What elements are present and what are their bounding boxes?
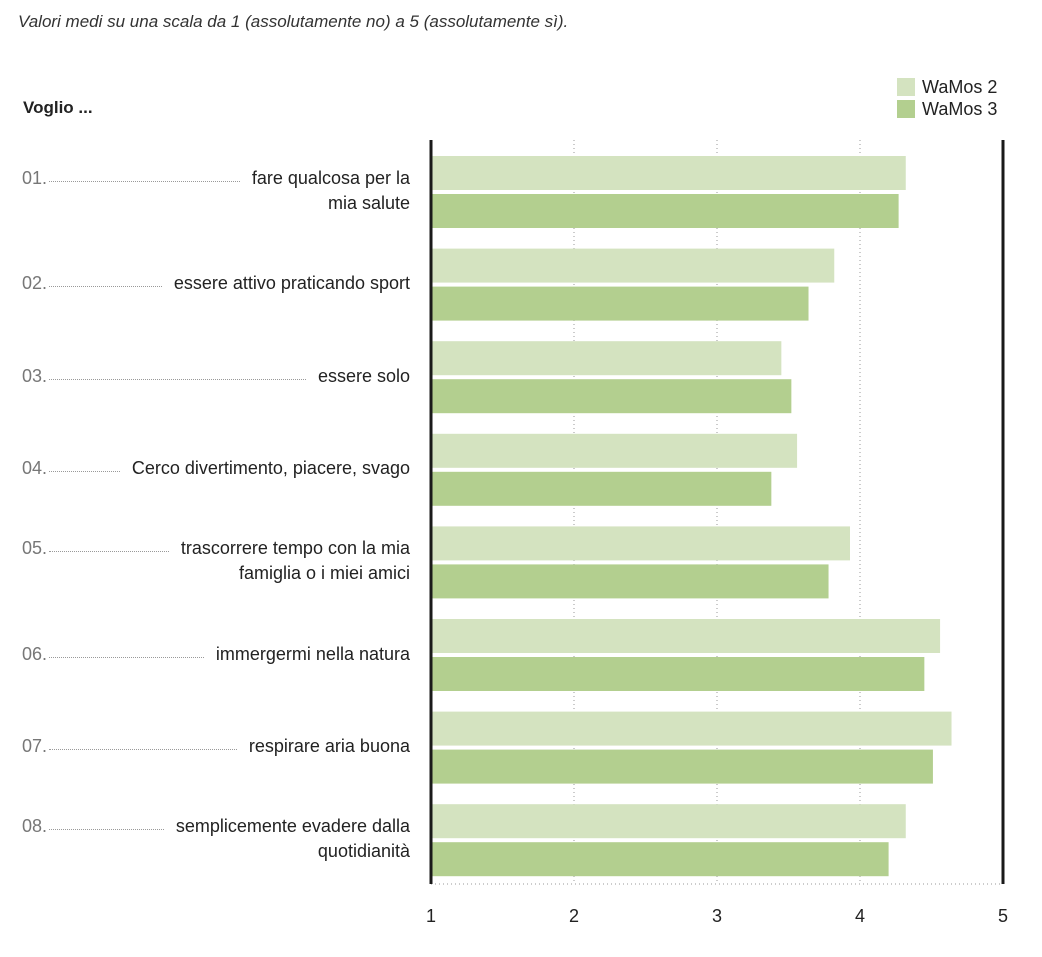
- category-number: 08.: [22, 816, 48, 837]
- category-number: 07.: [22, 736, 48, 757]
- legend-swatch: [897, 78, 915, 96]
- bar-wamos2-3: [431, 341, 782, 376]
- bar-wamos3-2: [431, 286, 809, 321]
- category-label: fare qualcosa per la mia salute: [251, 168, 410, 213]
- bar-wamos2-5: [431, 526, 850, 561]
- x-tick-label: 3: [712, 906, 722, 926]
- bar-wamos3-1: [431, 194, 899, 228]
- bar-wamos3-3: [431, 379, 792, 414]
- legend-label: WaMos 2: [922, 76, 998, 97]
- chart-subtitle: Valori medi su una scala da 1 (assolutam…: [18, 12, 569, 31]
- legend-label: WaMos 3: [922, 98, 998, 119]
- chart-title: Voglio ...: [23, 98, 93, 117]
- category-number: 01.: [22, 168, 48, 188]
- category-number: 06.: [22, 643, 48, 664]
- category-label: semplicemente evadere dalla quotidianità: [175, 816, 410, 862]
- category-label: immergermi nella natura: [215, 643, 410, 664]
- bar-wamos2-4: [431, 433, 798, 468]
- legend-item-wamos3: WaMos 3: [897, 98, 997, 120]
- category-number: 02.: [22, 273, 48, 294]
- category-label-row: 07. respirare aria buona: [22, 734, 410, 759]
- category-number: 04.: [22, 458, 48, 479]
- dotted-leader: [49, 642, 204, 658]
- bar-wamos3-4: [431, 471, 772, 506]
- dotted-leader: [49, 166, 240, 182]
- category-number: 03.: [22, 365, 48, 386]
- x-tick-label: 1: [426, 906, 436, 926]
- category-label: Cerco divertimento, piacere, svago: [131, 458, 410, 479]
- bar-wamos2-2: [431, 248, 835, 283]
- category-label: trascorrere tempo con la mia famiglia o …: [180, 538, 410, 584]
- bar-wamos2-8: [431, 804, 906, 839]
- dotted-leader: [49, 734, 237, 751]
- category-label-row: 04. Cerco divertimento, piacere, svago: [22, 456, 410, 481]
- category-label-row: 02. essere attivo praticando sport: [22, 271, 410, 296]
- category-number: 05.: [22, 538, 48, 559]
- category-label-row: 03. essere solo: [22, 364, 410, 389]
- dotted-leader: [49, 364, 306, 380]
- bar-wamos2-7: [431, 711, 952, 746]
- bar-wamos2-1: [431, 156, 906, 190]
- category-label-row: 05. trascorrere tempo con la mia famiglia…: [22, 536, 410, 586]
- category-label: essere attivo praticando sport: [173, 273, 410, 294]
- legend-item-wamos2: WaMos 2: [897, 76, 997, 98]
- dotted-leader: [49, 456, 120, 473]
- category-label-row: 08. semplicemente evadere dalla quotidian…: [22, 814, 410, 864]
- bar-wamos3-5: [431, 564, 829, 599]
- x-tick-label: 2: [569, 906, 579, 926]
- legend-swatch: [897, 100, 915, 118]
- x-tick-label: 4: [855, 906, 865, 926]
- category-label-row: 01. fare qualcosa per la mia salute: [22, 166, 410, 216]
- category-label: essere solo: [317, 365, 410, 386]
- category-label: respirare aria buona: [248, 736, 410, 757]
- bar-wamos3-8: [431, 842, 889, 877]
- bar-wamos2-6: [431, 619, 941, 653]
- legend: WaMos 2 WaMos 3: [897, 76, 997, 120]
- dotted-leader: [49, 271, 162, 288]
- dotted-leader: [49, 814, 164, 831]
- bar-wamos3-6: [431, 657, 925, 691]
- category-label-row: 06. immergermi nella natura: [22, 642, 410, 667]
- bar-wamos3-7: [431, 749, 933, 784]
- x-tick-label: 5: [998, 906, 1008, 926]
- dotted-leader: [49, 536, 169, 553]
